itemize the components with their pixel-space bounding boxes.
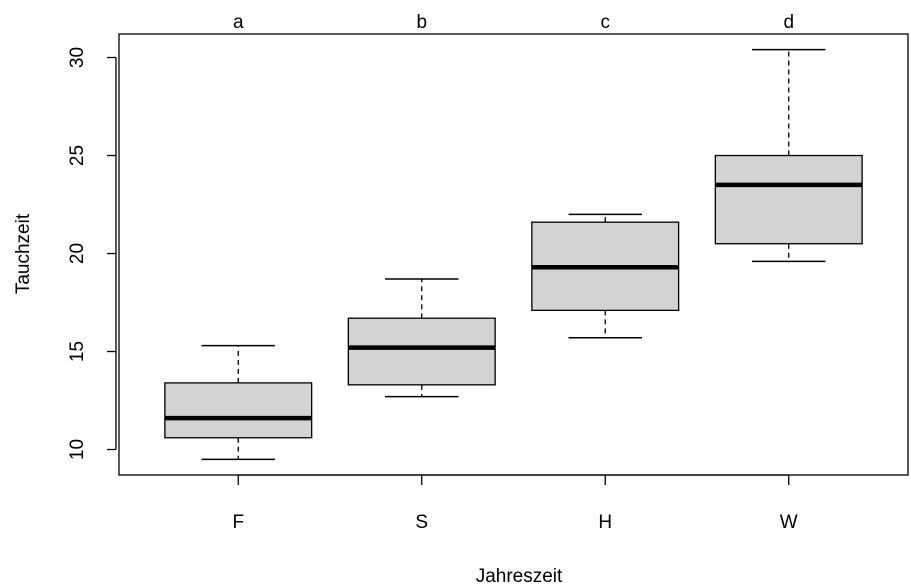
group-letter-s: b xyxy=(416,12,427,33)
x-tick-label: F xyxy=(232,512,244,533)
x-tick-label: W xyxy=(780,512,798,533)
x-axis-title: Jahreszeit xyxy=(476,566,563,587)
group-letter-w: d xyxy=(783,12,794,33)
y-tick-label: 20 xyxy=(67,243,88,264)
y-axis-title: Tauchzeit xyxy=(13,213,34,294)
y-tick-label: 25 xyxy=(67,145,88,166)
x-tick-label: H xyxy=(598,512,612,533)
y-tick-label: 15 xyxy=(67,341,88,362)
group-letter-f: a xyxy=(233,12,244,33)
y-axis: 10 15 20 25 30 xyxy=(67,47,117,460)
box-f xyxy=(164,382,313,439)
x-tick-label: S xyxy=(415,512,428,533)
box-s xyxy=(347,317,496,386)
y-tick-label: 10 xyxy=(67,439,88,460)
group-letter-h: c xyxy=(600,12,610,33)
box-w xyxy=(714,154,863,245)
boxes-group xyxy=(164,48,863,461)
y-tick-label: 30 xyxy=(67,47,88,68)
group-letters: a b c d xyxy=(233,12,794,33)
